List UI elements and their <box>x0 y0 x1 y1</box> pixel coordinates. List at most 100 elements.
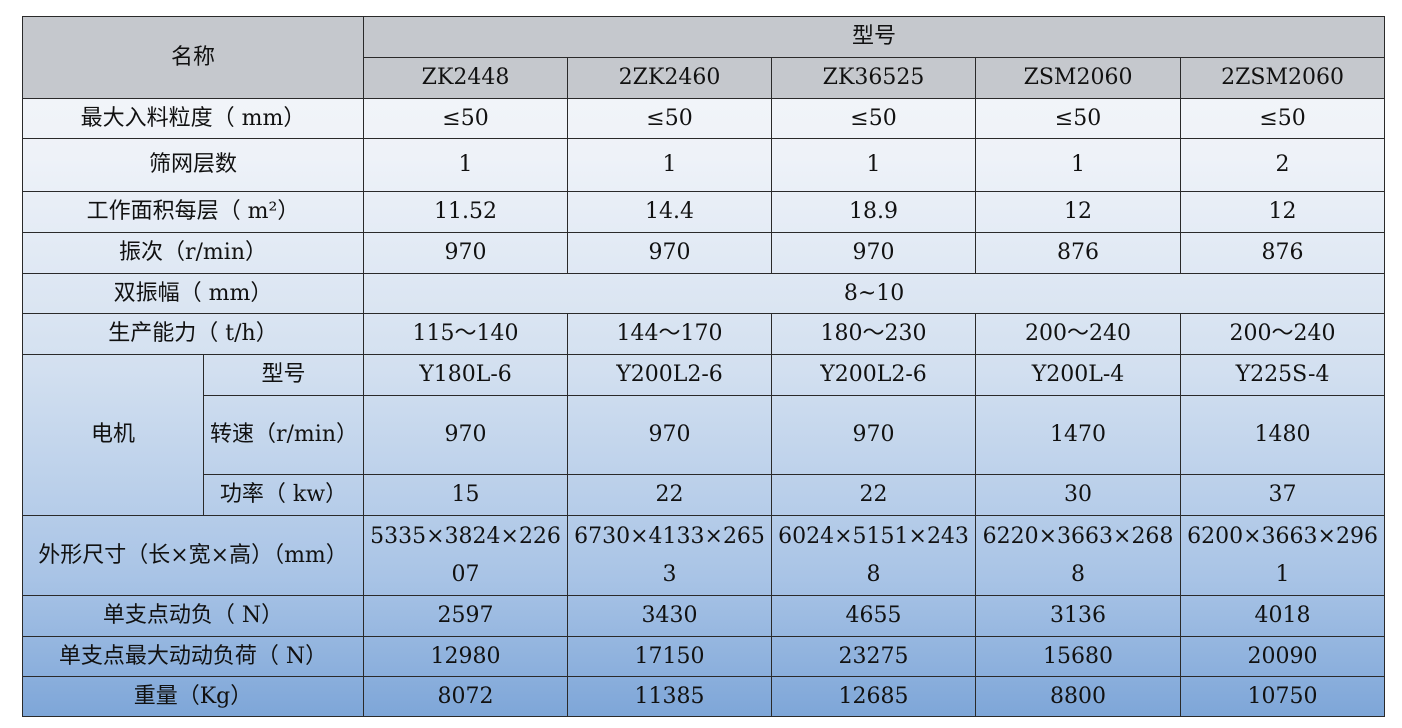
value-cell: 2597 <box>363 595 569 637</box>
sub-label: 功率（ kw） <box>202 474 365 516</box>
value-cell: 12980 <box>363 636 569 677</box>
table-row: 名称 型号 <box>21 16 1386 99</box>
table-row: 转速（r/min） 970 970 970 1470 1480 <box>23 395 1386 475</box>
value-cell: 6220×3663×2688 <box>975 515 1182 596</box>
table-row: 振次（r/min） 970 970 970 876 876 <box>21 232 1386 274</box>
value-cell: 30 <box>975 474 1182 516</box>
value-cell: ≤50 <box>363 98 569 139</box>
table-row: 电机 型号 Y180L-6 Y200L2-6 Y200L2-6 Y200L-4 Y225S-… <box>22 354 1386 516</box>
table-row: 重量（Kg） 8072 11385 12685 8800 10750 <box>21 676 1386 717</box>
value-cell: 12685 <box>771 676 977 717</box>
header-cell: 名称 <box>21 16 365 99</box>
value-cell: Y225S-4 <box>1180 354 1386 396</box>
value-cell: 14.4 <box>567 191 773 233</box>
value-cell: 15 <box>363 474 569 516</box>
value-cell: Y200L-4 <box>975 354 1182 396</box>
model-header: 2ZK2460 <box>567 57 773 99</box>
sub-label: 转速（r/min） <box>202 395 365 475</box>
row-label: 重量（Kg） <box>21 676 365 717</box>
value-cell: 970 <box>567 232 773 274</box>
value-cell: 2 <box>1180 138 1386 192</box>
table-row: 外形尺寸（长×宽×高）（mm） 5335×3824×22607 6730×4133×… <box>21 515 1386 596</box>
value-cell: 876 <box>975 232 1182 274</box>
row-label: 生产能力（ t/h） <box>21 313 365 355</box>
value-cell: 10750 <box>1180 676 1386 717</box>
value-cell: 115～140 <box>363 313 569 355</box>
spec-table: 名称 型号 ZK2448 2ZK2460 ZK36525 ZSM2060 2ZSM2060 最… <box>21 16 1386 717</box>
value-cell: 1 <box>771 138 977 192</box>
value-cell: 200～240 <box>975 313 1182 355</box>
value-cell: 5335×3824×22607 <box>363 515 569 596</box>
table-row: 功率（ kw） 15 22 22 30 37 <box>23 474 1386 516</box>
value-cell: 1 <box>567 138 773 192</box>
row-label: 最大入料粒度（ mm） <box>21 98 365 139</box>
value-cell: 12 <box>1180 191 1386 233</box>
value-cell: 11385 <box>567 676 773 717</box>
value-cell: 37 <box>1180 474 1386 516</box>
value-cell: 3136 <box>975 595 1182 637</box>
row-label: 筛网层数 <box>21 138 365 192</box>
value-cell: 23275 <box>771 636 977 677</box>
model-header: 2ZSM2060 <box>1180 57 1386 99</box>
value-cell: 970 <box>771 395 977 475</box>
value-cell: Y200L2-6 <box>771 354 977 396</box>
value-cell: 1470 <box>975 395 1182 475</box>
row-label: 电机 <box>22 354 204 516</box>
value-cell: 1 <box>975 138 1182 192</box>
value-cell: ≤50 <box>975 98 1182 139</box>
row-label: 振次（r/min） <box>21 232 365 274</box>
model-header: ZSM2060 <box>975 57 1182 99</box>
value-cell: ≤50 <box>1180 98 1386 139</box>
value-cell: 4655 <box>771 595 977 637</box>
value-cell: 876 <box>1180 232 1386 274</box>
value-cell: 6730×4133×2653 <box>567 515 773 596</box>
row-label: 单支点动负（ N） <box>21 595 365 637</box>
value-cell: 200～240 <box>1180 313 1386 355</box>
value-cell: 3430 <box>567 595 773 637</box>
value-cell: Y180L-6 <box>363 354 569 396</box>
value-cell: 8800 <box>975 676 1182 717</box>
value-cell: 6200×3663×2961 <box>1180 515 1386 596</box>
value-cell: 8072 <box>363 676 569 717</box>
value-cell: 970 <box>771 232 977 274</box>
value-cell: 4018 <box>1180 595 1386 637</box>
row-label: 单支点最大动动负荷（ N） <box>21 636 365 677</box>
table-row: 工作面积每层（ m²） 11.52 14.4 18.9 12 12 <box>21 191 1386 233</box>
table-row: 最大入料粒度（ mm） ≤50 ≤50 ≤50 ≤50 ≤50 <box>21 98 1386 139</box>
value-cell: 1 <box>363 138 569 192</box>
spec-table-container: 名称 型号 ZK2448 2ZK2460 ZK36525 ZSM2060 2ZSM2060 最… <box>21 16 1386 717</box>
row-label: 工作面积每层（ m²） <box>21 191 365 233</box>
table-row: 双振幅（ mm） 8~10 <box>21 273 1386 314</box>
value-cell: 1480 <box>1180 395 1386 475</box>
value-cell: ≤50 <box>567 98 773 139</box>
row-label: 双振幅（ mm） <box>21 273 365 314</box>
value-cell: 18.9 <box>771 191 977 233</box>
model-header: ZK2448 <box>363 57 569 99</box>
table-row: 单支点动负（ N） 2597 3430 4655 3136 4018 <box>21 595 1386 637</box>
value-cell: 22 <box>567 474 773 516</box>
header-cell: 型号 <box>363 16 1386 58</box>
value-cell: ≤50 <box>771 98 977 139</box>
value-cell: Y200L2-6 <box>567 354 773 396</box>
value-cell: 6024×5151×2438 <box>771 515 977 596</box>
value-cell: 15680 <box>975 636 1182 677</box>
table-row: ZK2448 2ZK2460 ZK36525 ZSM2060 2ZSM2060 <box>23 57 1386 99</box>
value-cell: 17150 <box>567 636 773 677</box>
row-label: 外形尺寸（长×宽×高）（mm） <box>21 515 365 596</box>
value-cell: 22 <box>771 474 977 516</box>
table-row: 单支点最大动动负荷（ N） 12980 17150 23275 15680 20090 <box>21 636 1386 677</box>
value-cell: 8~10 <box>363 273 1386 314</box>
value-cell: 970 <box>363 395 569 475</box>
table-row: 生产能力（ t/h） 115～140 144～170 180～230 200～240 20… <box>21 313 1386 355</box>
value-cell: 970 <box>567 395 773 475</box>
value-cell: 12 <box>975 191 1182 233</box>
value-cell: 20090 <box>1180 636 1386 677</box>
sub-label: 型号 <box>202 354 365 396</box>
value-cell: 970 <box>363 232 569 274</box>
value-cell: 180～230 <box>771 313 977 355</box>
value-cell: 11.52 <box>363 191 569 233</box>
model-header: ZK36525 <box>771 57 977 99</box>
value-cell: 144～170 <box>567 313 773 355</box>
table-row: 筛网层数 1 1 1 1 2 <box>21 138 1386 192</box>
